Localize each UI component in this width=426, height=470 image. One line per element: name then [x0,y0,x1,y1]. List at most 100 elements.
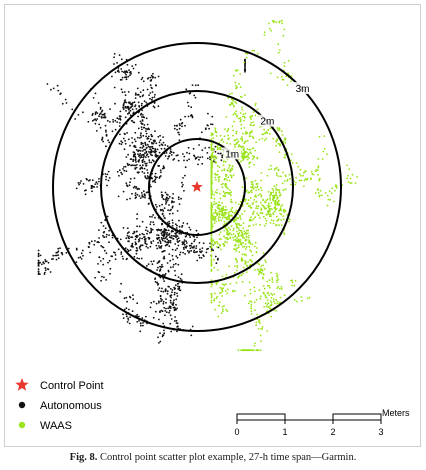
waas-point [219,244,221,246]
autonomous-point [138,72,140,74]
autonomous-point [125,76,127,78]
waas-point [250,216,252,218]
autonomous-point [101,276,103,278]
autonomous-point [141,129,143,131]
waas-point [306,178,308,180]
waas-point [255,324,257,326]
waas-point [211,214,213,216]
autonomous-point [163,330,165,332]
autonomous-point [76,261,78,263]
autonomous-point [41,263,43,265]
autonomous-point [195,84,197,86]
autonomous-point [170,150,172,152]
waas-point [296,162,298,164]
control-point-marker [191,181,202,192]
autonomous-point [82,111,84,113]
autonomous-point [142,114,144,116]
autonomous-point [195,158,197,160]
waas-point [261,328,263,330]
autonomous-point [159,152,161,154]
waas-point [275,225,277,227]
waas-point [211,218,213,220]
autonomous-point [193,245,195,247]
autonomous-point [178,198,180,200]
waas-point [231,177,233,179]
autonomous-point [148,156,150,158]
waas-point [211,210,213,212]
waas-point [347,175,349,177]
waas-point [217,170,219,172]
waas-point [247,261,249,263]
waas-point [218,181,220,183]
waas-point [289,218,291,220]
waas-point [262,133,264,135]
waas-point [299,173,301,175]
autonomous-point [135,192,137,194]
autonomous-point [158,238,160,240]
waas-point [227,231,229,233]
waas-point [211,138,213,140]
autonomous-point [130,158,132,160]
waas-point [233,220,235,222]
autonomous-point [142,150,144,152]
waas-point [323,151,325,153]
waas-point [235,222,237,224]
autonomous-point [143,234,145,236]
waas-point [234,290,236,292]
autonomous-point [129,181,131,183]
autonomous-point [59,247,61,249]
scatter-plot: 1m2m3m Control PointAutonomousWAAS 0 1 2 3M… [0,0,426,447]
waas-point [234,235,236,237]
waas-point [235,240,237,242]
autonomous-point [175,298,177,300]
autonomous-point [145,316,147,318]
autonomous-point [101,117,103,119]
waas-point [227,176,229,178]
waas-point [222,276,224,278]
autonomous-point [129,316,131,318]
waas-point [215,161,217,163]
autonomous-point [128,109,130,111]
autonomous-point [201,257,203,259]
autonomous-point [175,249,177,251]
waas-point [218,179,220,181]
waas-point [277,43,279,45]
waas-point [250,181,252,183]
waas-point [221,202,223,204]
autonomous-point [132,233,134,235]
waas-point [261,269,263,271]
waas-point [279,195,281,197]
autonomous-point [162,266,164,268]
autonomous-point [188,116,190,118]
waas-point [284,233,286,235]
autonomous-point [122,77,124,79]
autonomous-point [125,237,127,239]
waas-point [239,73,241,75]
autonomous-point [199,249,201,251]
autonomous-point [159,332,161,334]
waas-point [235,110,237,112]
autonomous-point [85,189,87,191]
waas-point [276,172,278,174]
waas-point [243,142,245,144]
waas-point [322,158,324,160]
autonomous-point [143,146,145,148]
waas-point [238,349,240,351]
waas-point [270,293,272,295]
autonomous-point [167,262,169,264]
autonomous-point [170,297,172,299]
autonomous-point [124,148,126,150]
waas-point [223,164,225,166]
autonomous-point [121,88,123,90]
autonomous-point [160,171,162,173]
waas-point [247,159,249,161]
waas-point [335,186,337,188]
autonomous-point [170,242,172,244]
autonomous-point [151,99,153,101]
autonomous-point [154,96,156,98]
autonomous-point [131,236,133,238]
waas-point [215,218,217,220]
waas-point [270,73,272,75]
waas-point [229,219,231,221]
autonomous-point [147,144,149,146]
